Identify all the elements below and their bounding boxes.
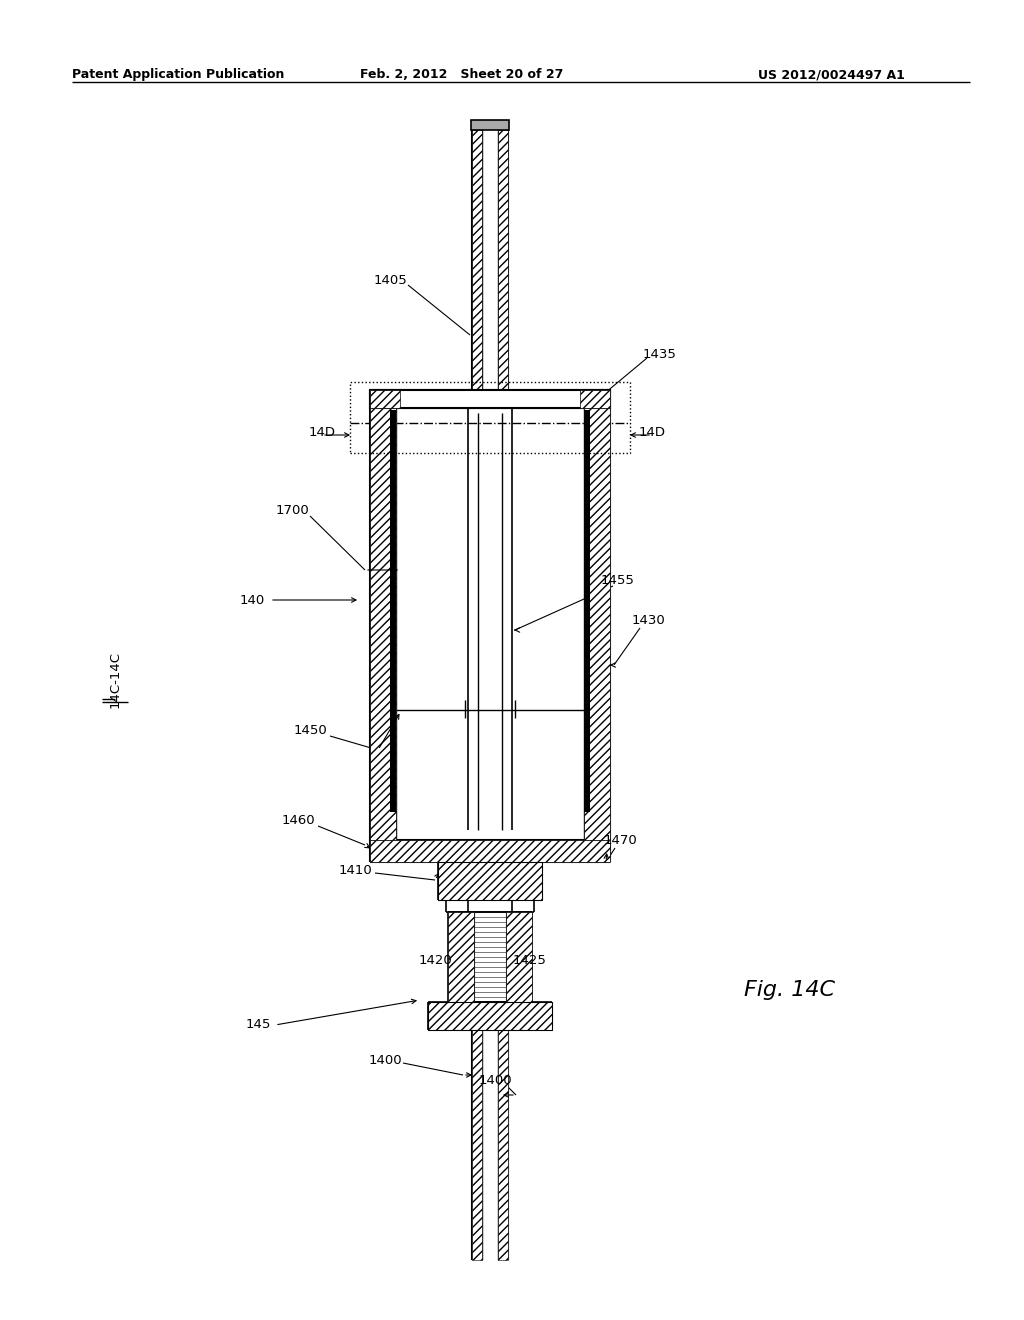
Text: 1455: 1455 — [601, 573, 635, 586]
Bar — [471, 120, 509, 129]
Bar — [498, 1030, 508, 1261]
Bar — [428, 1002, 552, 1030]
Bar — [370, 408, 396, 840]
Text: 1700: 1700 — [275, 503, 309, 516]
Text: Patent Application Publication: Patent Application Publication — [72, 69, 285, 81]
Text: 1410: 1410 — [338, 863, 372, 876]
Bar — [438, 862, 542, 900]
Text: 1425: 1425 — [513, 953, 547, 966]
Bar — [370, 840, 610, 862]
Text: 14D: 14D — [308, 425, 336, 438]
Text: 1405: 1405 — [373, 273, 407, 286]
Bar — [584, 411, 590, 812]
Text: 1400: 1400 — [369, 1053, 401, 1067]
Text: 1450: 1450 — [293, 723, 327, 737]
Bar — [390, 411, 396, 812]
Bar — [498, 129, 508, 389]
Text: 1435: 1435 — [643, 348, 677, 362]
Text: 1430: 1430 — [631, 614, 665, 627]
Text: US 2012/0024497 A1: US 2012/0024497 A1 — [758, 69, 905, 81]
Bar — [584, 408, 610, 840]
Text: 14C-14C: 14C-14C — [109, 652, 122, 709]
Bar — [350, 381, 630, 453]
Text: 1460: 1460 — [282, 813, 314, 826]
Text: Fig. 14C: Fig. 14C — [744, 979, 836, 1001]
Text: 145: 145 — [246, 1019, 270, 1031]
Text: 1470: 1470 — [603, 833, 637, 846]
Bar — [370, 389, 400, 408]
Text: 14D: 14D — [639, 425, 666, 438]
Bar — [370, 389, 610, 408]
Text: Feb. 2, 2012   Sheet 20 of 27: Feb. 2, 2012 Sheet 20 of 27 — [360, 69, 563, 81]
Text: 1420: 1420 — [418, 953, 452, 966]
Bar — [506, 912, 532, 1002]
Bar — [449, 912, 474, 1002]
Text: 1400: 1400 — [478, 1073, 512, 1086]
Bar — [472, 1030, 482, 1261]
Bar — [580, 389, 610, 408]
Text: 140: 140 — [240, 594, 264, 606]
Bar — [472, 129, 482, 389]
